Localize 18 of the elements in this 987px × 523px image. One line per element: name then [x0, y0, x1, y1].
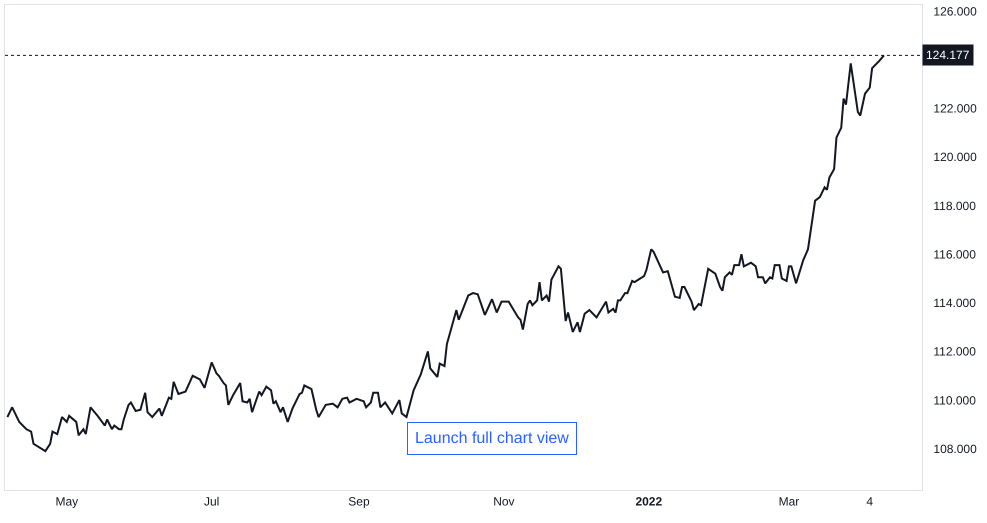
x-tick-label: May — [55, 494, 78, 508]
x-tick-label: 4 — [866, 494, 874, 508]
x-tick-label: Nov — [493, 494, 515, 508]
y-tick-label: 122.000 — [933, 102, 978, 116]
ref-line-label: 124.177 — [926, 48, 970, 62]
y-tick-label: 116.000 — [933, 247, 976, 262]
y-tick-label: 112.000 — [933, 344, 976, 359]
x-tick-label: Sep — [348, 494, 370, 508]
y-tick-label: 114.000 — [933, 296, 976, 310]
y-tick-label: 118.000 — [933, 198, 976, 213]
x-tick-label: Mar — [778, 494, 800, 508]
y-tick-label: 120.000 — [933, 150, 978, 164]
x-tick-label: 2022 — [635, 494, 662, 508]
y-tick-label: 108.000 — [933, 442, 978, 456]
y-tick-label: 126.000 — [933, 4, 978, 18]
y-tick-label: 110.000 — [933, 393, 976, 408]
annotation: Launch full chart view — [415, 430, 570, 447]
x-tick-label: Jul — [204, 494, 220, 508]
